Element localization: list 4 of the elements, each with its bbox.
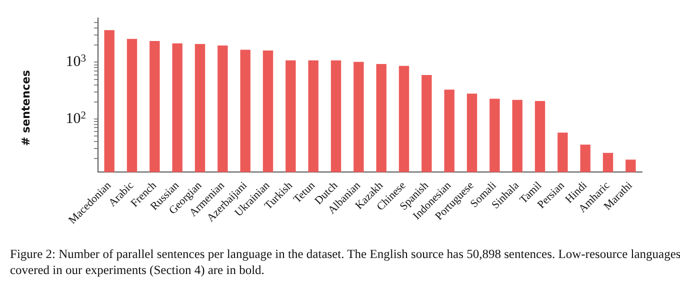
y-tick-label: 10$^{2}$ xyxy=(66,110,86,128)
y-axis-title: # sentences xyxy=(20,70,32,146)
y-tick-label: 10$^{3}$ xyxy=(66,53,86,72)
caption: Figure 2: Number of parallel sentences per language in the dataset. The English source has 50,898 sentences. Low-resource languages covered in our experiments (Section 4) are in bold. xyxy=(9,246,680,278)
